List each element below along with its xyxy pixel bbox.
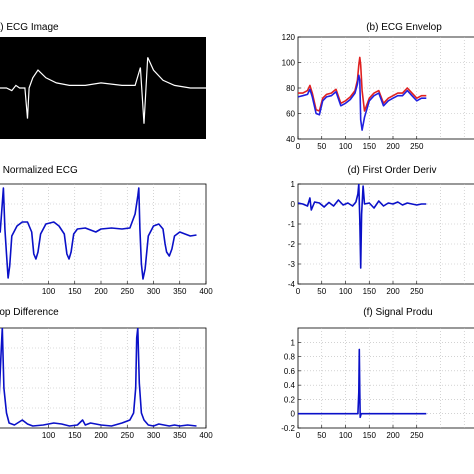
- x-tick-label: 150: [68, 287, 82, 296]
- x-tick-label: 50: [317, 142, 326, 151]
- x-tick-label: 0: [296, 287, 301, 296]
- x-tick-label: 250: [410, 431, 424, 440]
- x-tick-label: 150: [363, 142, 377, 151]
- x-tick-label: 200: [94, 287, 108, 296]
- series-line-1: [298, 348, 427, 419]
- panel-title: (c) Normalized ECG: [0, 165, 78, 176]
- axes-frame: [297, 327, 474, 429]
- y-tick-label: 60: [286, 110, 295, 119]
- y-tick-label: 0.2: [284, 395, 296, 404]
- panel-c: (c) Normalized ECG 100 150 200 250 300 350 400: [0, 165, 213, 296]
- series-line-1: [0, 328, 197, 427]
- y-tick-label: -0.2: [281, 424, 295, 433]
- axes-frame: [0, 327, 207, 429]
- x-tick-label: 250: [121, 431, 135, 440]
- series-line-1: [0, 187, 197, 280]
- x-tick-label: 50: [317, 431, 326, 440]
- y-tick-label: 120: [282, 33, 296, 42]
- panel-e: (e) Envelop Difference 100 150 200 250 300 350…: [0, 307, 213, 440]
- x-tick-label: 100: [339, 431, 353, 440]
- y-tick-label: -4: [288, 280, 296, 289]
- x-tick-label: 0: [296, 142, 301, 151]
- panel-title: (e) Envelop Difference: [0, 307, 59, 318]
- x-tick-label: 150: [363, 287, 377, 296]
- y-tick-label: 0.6: [284, 367, 296, 376]
- y-tick-label: -3: [288, 260, 296, 269]
- x-tick-label: 400: [199, 431, 213, 440]
- x-tick-label: 100: [42, 431, 56, 440]
- panel-title: (a) ECG Image: [0, 22, 59, 33]
- series-line-1: [298, 56, 427, 112]
- axes-frame: [0, 183, 207, 285]
- panel-a: (a) ECG Image: [0, 22, 206, 139]
- x-tick-label: 300: [147, 431, 161, 440]
- panel-title: (f) Signal Produ: [363, 307, 432, 318]
- ecg-image-background: [0, 37, 206, 139]
- y-tick-label: -1: [288, 220, 296, 229]
- y-tick-label: 0: [291, 200, 296, 209]
- panel-d: (d) First Order Deriv 0 50 100 150 200 250 -4 -3…: [288, 165, 474, 296]
- x-tick-label: 0: [296, 431, 301, 440]
- y-tick-label: 0.4: [284, 381, 296, 390]
- x-tick-label: 300: [147, 287, 161, 296]
- x-tick-label: 100: [42, 287, 56, 296]
- x-tick-label: 100: [339, 142, 353, 151]
- panel-b: (b) ECG Envelop 0 50 100 150 200 250 40 60 80 100 1…: [282, 22, 474, 151]
- y-tick-label: 80: [286, 84, 295, 93]
- series-line-1: [298, 184, 427, 269]
- x-tick-label: 400: [199, 287, 213, 296]
- x-tick-label: 200: [94, 431, 108, 440]
- panel-title: (d) First Order Deriv: [348, 165, 437, 176]
- x-tick-label: 100: [339, 287, 353, 296]
- y-tick-label: 100: [282, 59, 296, 68]
- y-tick-label: 0.8: [284, 353, 296, 362]
- x-tick-label: 200: [386, 431, 400, 440]
- x-tick-label: 250: [410, 142, 424, 151]
- x-tick-label: 50: [317, 287, 326, 296]
- y-tick-label: 1: [291, 180, 296, 189]
- panel-title: (b) ECG Envelop: [366, 22, 442, 33]
- x-tick-label: 150: [363, 431, 377, 440]
- x-tick-label: 350: [173, 287, 187, 296]
- y-tick-label: -2: [288, 240, 296, 249]
- axes-frame: [297, 183, 474, 285]
- y-tick-label: 40: [286, 135, 295, 144]
- x-tick-label: 250: [121, 287, 135, 296]
- x-tick-label: 250: [410, 287, 424, 296]
- y-tick-label: 0: [291, 410, 296, 419]
- y-tick-label: 1: [291, 338, 296, 347]
- x-tick-label: 150: [68, 431, 82, 440]
- ecg-trace: [0, 57, 206, 124]
- x-tick-label: 200: [386, 142, 400, 151]
- series-line-2: [298, 74, 427, 131]
- x-tick-label: 350: [173, 431, 187, 440]
- x-tick-label: 200: [386, 287, 400, 296]
